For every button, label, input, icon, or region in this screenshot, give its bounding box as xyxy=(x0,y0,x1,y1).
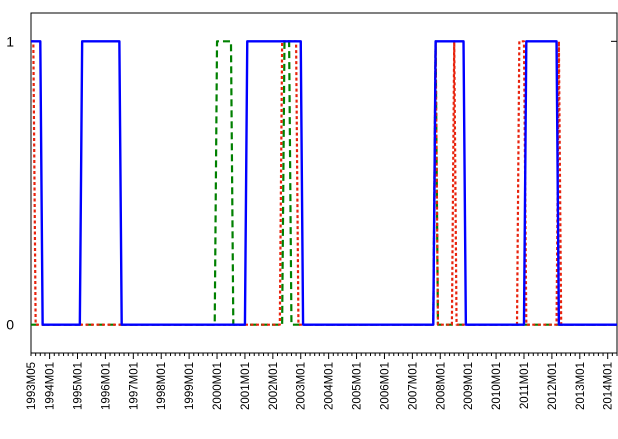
x-tick-label: 1997M01 xyxy=(128,362,140,410)
x-tick-label: 2008M01 xyxy=(435,362,447,410)
x-tick-label: 2007M01 xyxy=(407,362,419,410)
x-tick-label: 2009M01 xyxy=(463,362,475,410)
x-tick-label: 1995M01 xyxy=(73,362,85,410)
series-line-solid xyxy=(31,40,617,326)
y-tick-label: 1 xyxy=(6,33,14,49)
y-tick-label: 0 xyxy=(6,317,14,333)
x-tick-label: 2004M01 xyxy=(324,362,336,410)
x-tick-label: 2012M01 xyxy=(547,362,559,410)
x-tick-label: 2001M01 xyxy=(240,362,252,410)
x-tick-label: 2000M01 xyxy=(212,362,224,410)
x-tick-label: 1996M01 xyxy=(100,362,112,410)
x-tick-label: 1999M01 xyxy=(184,362,196,410)
x-tick-label: 1993M05 xyxy=(26,362,38,410)
x-tick-label: 2011M01 xyxy=(519,362,531,409)
x-axis: 1993M05 1994M01 1995M01 1996M01 1997M01 1998M… xyxy=(26,353,618,410)
x-tick-label: 2002M01 xyxy=(268,362,280,410)
x-tick-label: 2010M01 xyxy=(491,362,503,410)
x-tick-label: 2006M01 xyxy=(379,362,391,410)
x-tick-label: 2014M01 xyxy=(603,362,615,410)
series-line-dotted xyxy=(31,40,617,326)
x-tick-label: 1994M01 xyxy=(45,362,57,410)
x-tick-label: 1998M01 xyxy=(156,362,168,410)
series-layer xyxy=(31,40,617,326)
x-tick-label: 2003M01 xyxy=(296,362,308,410)
x-tick-label: 2005M01 xyxy=(352,362,364,410)
x-tick-label: 2013M01 xyxy=(575,362,587,410)
